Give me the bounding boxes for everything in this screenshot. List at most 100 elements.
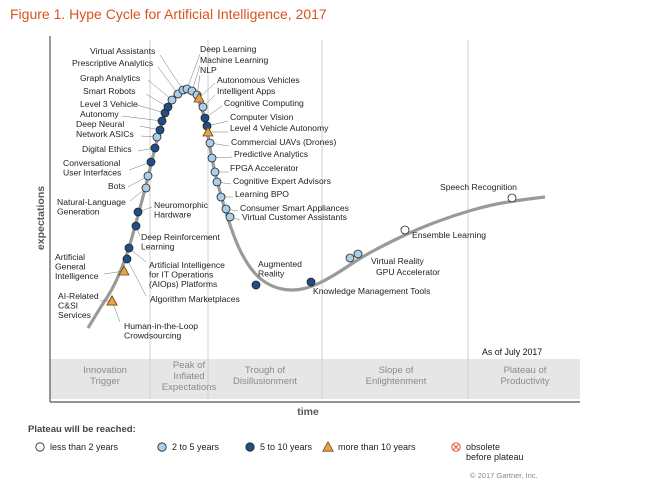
label-intelligent-apps: Intelligent Apps xyxy=(217,86,275,96)
label-ensemble-learning: Ensemble Learning xyxy=(412,230,486,240)
marker-intelligent-apps xyxy=(198,102,208,112)
label-network-asics: Network ASICs xyxy=(76,129,134,139)
marker-graph-analytics xyxy=(167,95,177,105)
marker-digital-ethics xyxy=(150,143,160,153)
label-graph-analytics: Graph Analytics xyxy=(80,73,140,83)
label-fpga-accelerator: FPGA Accelerator xyxy=(230,163,298,173)
marker-speech-recognition xyxy=(507,193,517,203)
technology-markers xyxy=(106,84,517,306)
label-speech-recognition: Speech Recognition xyxy=(440,182,517,192)
label-augmented-reality: Augmented Reality xyxy=(258,259,302,279)
leader-autonomous-vehicles xyxy=(198,82,216,99)
label-learning-bpo: Learning BPO xyxy=(235,189,289,199)
marker-cognitive-expert-advisors xyxy=(212,177,222,187)
marker-ai-related-c-si-services xyxy=(106,295,118,306)
marker-ensemble-learning xyxy=(400,225,410,235)
phase-label-plateau-of-productivity: Plateau of Productivity xyxy=(500,365,549,387)
marker-deep-reinforcement-learning xyxy=(131,221,141,231)
marker-autonomous-vehicles xyxy=(193,92,205,103)
label-machine-learning: Machine Learning xyxy=(200,55,269,65)
legend-title: Plateau will be reached: xyxy=(28,424,136,435)
label-neuromorphic-hardware: Neuromorphic Hardware xyxy=(154,200,209,220)
marker-neuromorphic-hardware xyxy=(133,207,143,217)
marker-knowledge-management-tools xyxy=(306,277,316,287)
label-deep-reinforcement-learning: Deep Reinforcement Learning xyxy=(141,232,220,252)
leader-level-3-vehicle xyxy=(136,104,166,114)
chart-title: Figure 1. Hype Cycle for Artificial Inte… xyxy=(10,6,327,22)
leader-autonomy xyxy=(121,115,163,122)
label-autonomy: Autonomy xyxy=(80,109,119,119)
legend-label-lt2: less than 2 years xyxy=(50,442,119,452)
label-cognitive-expert-advisors: Cognitive Expert Advisors xyxy=(233,176,331,186)
marker-gpu-accelerator xyxy=(353,249,363,259)
phase-label-trough-of-disillusionment: Trough of Disillusionment xyxy=(233,365,297,387)
marker-learning-bpo xyxy=(216,192,226,202)
legend-label-gt10: more than 10 years xyxy=(338,442,416,452)
as-of-date: As of July 2017 xyxy=(482,347,542,357)
phase-labels: Innovation Trigger Peak of Inflated Expectat… xyxy=(83,360,550,393)
y-axis-label: expectations xyxy=(35,186,47,250)
phase-label-slope-of-enlightenment: Slope of Enlightenment xyxy=(366,365,427,387)
marker-bots xyxy=(143,171,153,181)
legend-marker-2to5 xyxy=(157,442,167,452)
technology-labels: Human-in-the-Loop Crowdsourcing AI-Related… xyxy=(55,44,517,341)
label-smart-robots: Smart Robots xyxy=(83,86,136,96)
label-conversational-user-interfaces: Conversational User Interfaces xyxy=(63,158,121,178)
marker-natural-language-generation xyxy=(141,183,151,193)
label-gpu-accelerator: GPU Accelerator xyxy=(376,267,440,277)
marker-fpga-accelerator xyxy=(210,167,220,177)
label-bots: Bots xyxy=(108,181,125,191)
x-axis-label: time xyxy=(297,406,319,418)
marker-virtual-reality xyxy=(345,253,355,263)
marker-virtual-customer-assistants xyxy=(225,212,235,222)
marker-algorithm-marketplaces xyxy=(122,254,132,264)
marker-cognitive-computing xyxy=(200,113,210,123)
marker-artificial-intelligence-for-it-operations-aiops-platforms xyxy=(124,243,134,253)
copyright: © 2017 Gartner, Inc. xyxy=(470,471,538,480)
label-artificial-intelligence-for-it-operations-aiops-platforms: Artificial Intelligence for IT Operations… xyxy=(149,260,225,289)
phase-label-peak-of-inflated-expectations: Peak of Inflated Expectations xyxy=(162,360,217,393)
marker-deep-neural xyxy=(155,125,165,135)
legend-label-2to5: 2 to 5 years xyxy=(172,442,220,452)
marker-level-4-vehicle-autonomy xyxy=(202,126,214,137)
label-virtual-customer-assistants: Virtual Customer Assistants xyxy=(242,212,347,222)
legend-marker-5to10 xyxy=(245,442,255,452)
legend: less than 2 years 2 to 5 years 5 to 10 yea… xyxy=(35,440,524,462)
label-commercial-uavs-drones: Commercial UAVs (Drones) xyxy=(231,137,337,147)
marker-predictive-analytics xyxy=(207,153,217,163)
legend-marker-gt10 xyxy=(322,440,334,452)
label-ai-related-c-si-services: AI-Related C&SI Services xyxy=(58,291,99,320)
label-digital-ethics: Digital Ethics xyxy=(82,144,132,154)
label-human-in-the-loop-crowdsourcing: Human-in-the-Loop Crowdsourcing xyxy=(124,321,198,341)
label-knowledge-management-tools: Knowledge Management Tools xyxy=(313,286,430,296)
label-artificial-general-intelligence: Artificial General Intelligence xyxy=(55,252,99,281)
label-predictive-analytics: Predictive Analytics xyxy=(234,149,308,159)
phase-label-innovation-trigger: Innovation Trigger xyxy=(83,365,127,387)
label-virtual-assistants: Virtual Assistants xyxy=(90,46,155,56)
marker-augmented-reality xyxy=(251,280,261,290)
legend-label-obs: obsolete before plateau xyxy=(466,442,524,462)
phase-dividers xyxy=(149,40,469,399)
marker-consumer-smart-appliances xyxy=(221,204,231,214)
label-autonomous-vehicles: Autonomous Vehicles xyxy=(217,75,300,85)
label-algorithm-marketplaces: Algorithm Marketplaces xyxy=(150,294,240,304)
marker-smart-robots xyxy=(163,102,173,112)
label-nlp: NLP xyxy=(200,65,217,75)
leader-graph-analytics xyxy=(147,79,173,101)
leader-algorithm-marketplaces xyxy=(126,258,147,297)
legend-marker-obs xyxy=(451,442,461,452)
marker-autonomy xyxy=(157,116,167,126)
label-deep-neural: Deep Neural xyxy=(76,119,124,129)
label-level-3-vehicle: Level 3 Vehicle xyxy=(80,99,138,109)
phase-band xyxy=(50,359,580,399)
leader-deep-learning xyxy=(186,53,201,90)
marker-artificial-general-intelligence xyxy=(118,265,130,276)
label-deep-learning: Deep Learning xyxy=(200,44,257,54)
label-cognitive-computing: Cognitive Computing xyxy=(224,98,304,108)
legend-marker-lt2 xyxy=(35,442,45,452)
leader-prescriptive-analytics xyxy=(157,66,179,95)
marker-commercial-uavs-drones xyxy=(205,138,215,148)
leader-machine-learning xyxy=(191,64,201,92)
label-natural-language-generation: Natural-Language Generation xyxy=(57,197,126,217)
